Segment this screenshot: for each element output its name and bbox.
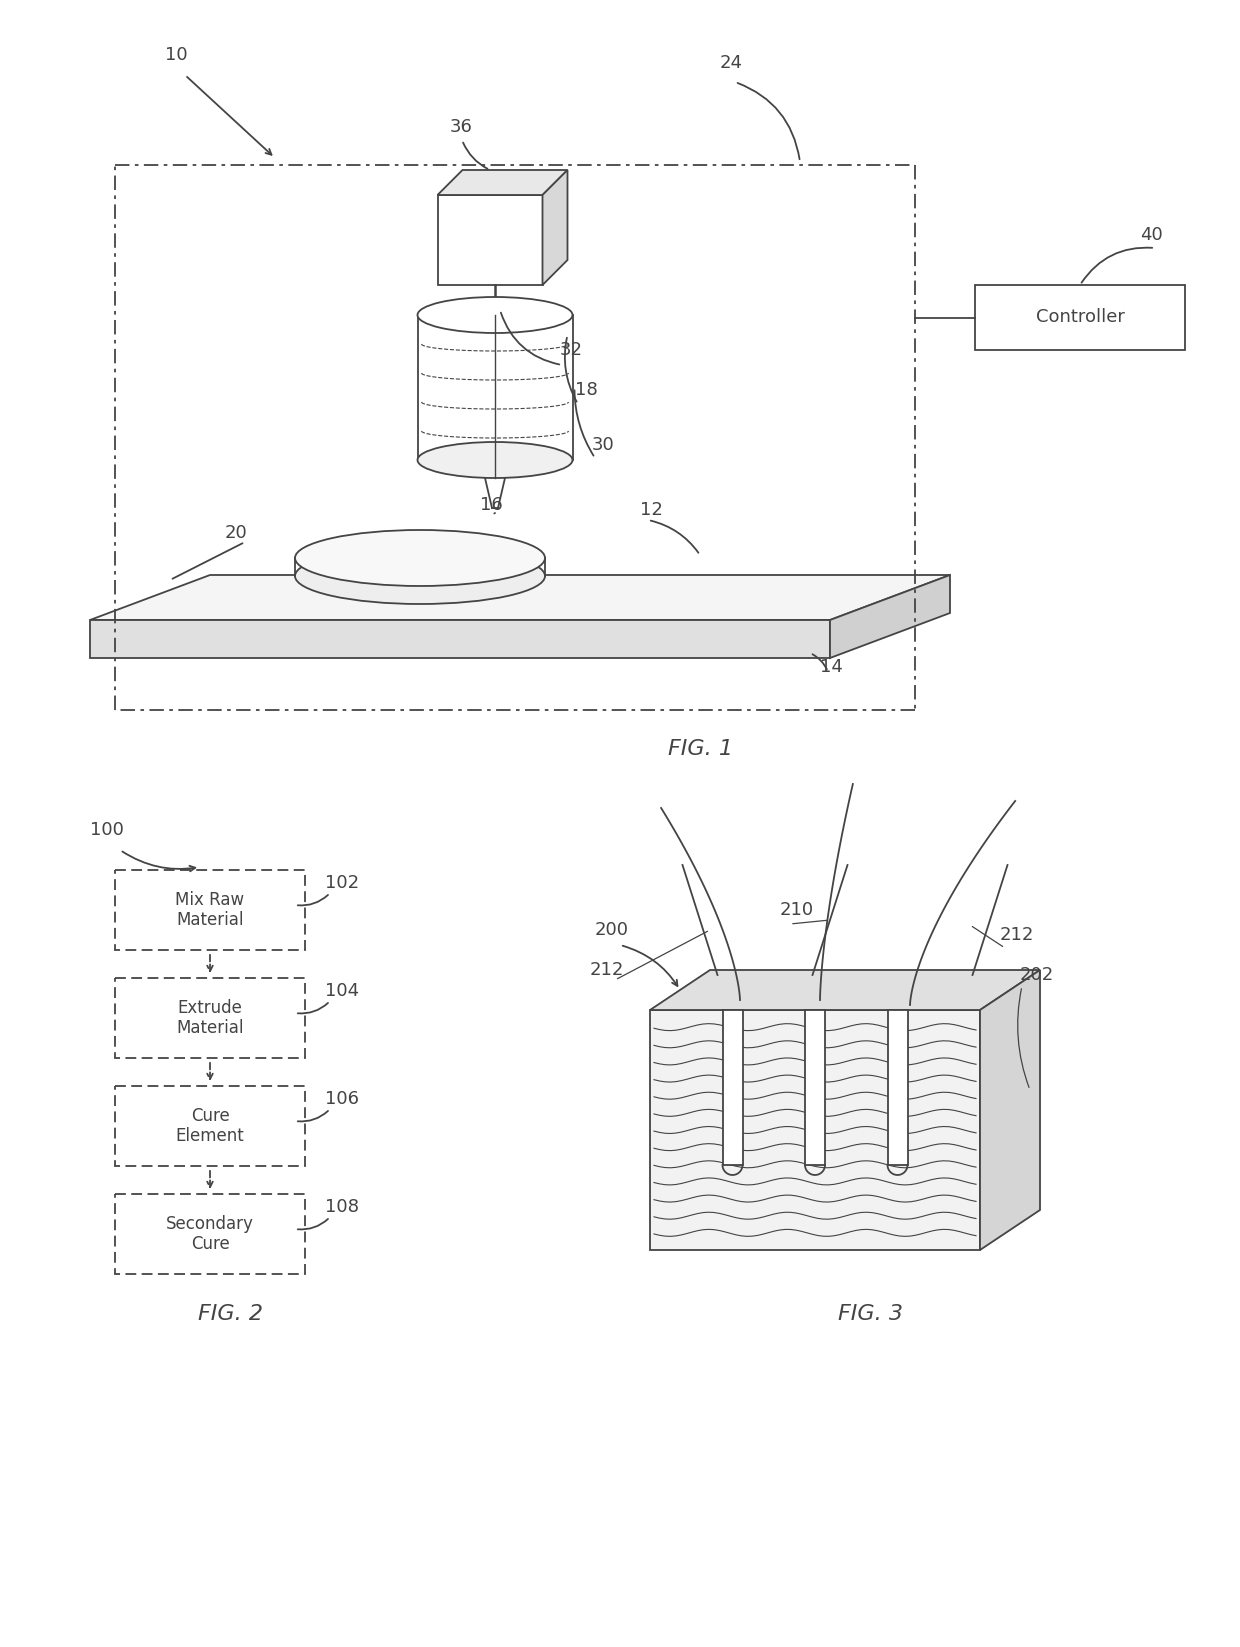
Text: 16: 16 bbox=[480, 496, 502, 514]
Text: Extrude
Material: Extrude Material bbox=[176, 998, 244, 1038]
Text: 108: 108 bbox=[325, 1197, 360, 1215]
Text: Controller: Controller bbox=[1035, 308, 1125, 326]
Text: 20: 20 bbox=[224, 524, 248, 542]
Text: 212: 212 bbox=[590, 960, 625, 978]
Text: FIG. 1: FIG. 1 bbox=[667, 740, 733, 759]
Text: 18: 18 bbox=[575, 380, 598, 399]
Text: 102: 102 bbox=[325, 875, 360, 893]
Ellipse shape bbox=[418, 296, 573, 333]
FancyBboxPatch shape bbox=[975, 285, 1185, 351]
Text: 30: 30 bbox=[591, 436, 615, 455]
Text: 104: 104 bbox=[325, 982, 360, 1000]
Polygon shape bbox=[91, 619, 830, 659]
Text: 202: 202 bbox=[1021, 967, 1054, 983]
Polygon shape bbox=[830, 575, 950, 659]
Text: 210: 210 bbox=[780, 901, 815, 919]
Polygon shape bbox=[723, 1010, 743, 1164]
Text: Mix Raw
Material: Mix Raw Material bbox=[175, 891, 244, 929]
Text: 212: 212 bbox=[999, 926, 1034, 944]
Polygon shape bbox=[115, 978, 305, 1057]
Ellipse shape bbox=[418, 441, 573, 478]
Text: 14: 14 bbox=[820, 659, 843, 675]
Text: 32: 32 bbox=[560, 341, 583, 359]
Polygon shape bbox=[805, 1010, 825, 1164]
Text: 40: 40 bbox=[1140, 226, 1163, 244]
Polygon shape bbox=[115, 870, 305, 950]
Text: Secondary
Cure: Secondary Cure bbox=[166, 1214, 254, 1253]
Polygon shape bbox=[115, 1085, 305, 1166]
Text: FIG. 2: FIG. 2 bbox=[197, 1304, 263, 1324]
Polygon shape bbox=[650, 970, 1040, 1010]
Polygon shape bbox=[980, 970, 1040, 1250]
Text: Cure
Element: Cure Element bbox=[176, 1107, 244, 1145]
Polygon shape bbox=[115, 1194, 305, 1275]
Text: 100: 100 bbox=[91, 820, 124, 838]
Ellipse shape bbox=[295, 548, 546, 604]
Text: 106: 106 bbox=[325, 1090, 360, 1108]
Text: 36: 36 bbox=[450, 119, 472, 137]
Text: 24: 24 bbox=[720, 54, 743, 72]
Text: 12: 12 bbox=[640, 501, 663, 519]
Ellipse shape bbox=[295, 530, 546, 586]
Text: 200: 200 bbox=[595, 921, 629, 939]
Text: 10: 10 bbox=[165, 46, 187, 64]
FancyBboxPatch shape bbox=[438, 194, 543, 285]
Polygon shape bbox=[888, 1010, 908, 1164]
Text: FIG. 3: FIG. 3 bbox=[837, 1304, 903, 1324]
Polygon shape bbox=[650, 1010, 980, 1250]
Polygon shape bbox=[543, 170, 568, 285]
Polygon shape bbox=[91, 575, 950, 619]
Polygon shape bbox=[438, 170, 568, 194]
